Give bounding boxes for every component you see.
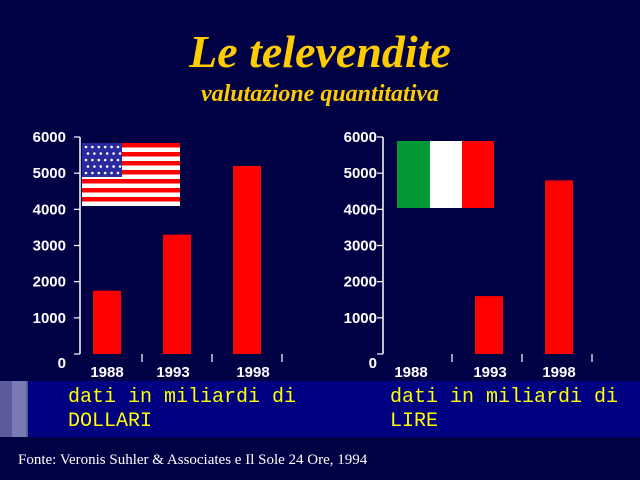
y-tick-label: 2000 [344,274,377,291]
y-tick-label: 2000 [33,274,66,291]
chart-title: Le televendite [189,26,451,77]
y-tick-label: 1000 [344,310,377,327]
x-tick-label-1988: 1988 [90,364,123,381]
bar-1993 [475,296,503,354]
y-tick-label: 3000 [33,238,66,255]
bar-1998 [233,165,261,354]
usa-flag [82,143,180,206]
source-note: Fonte: Veronis Suhler & Associates e Il … [18,452,368,468]
y-tick-label: 4000 [344,201,377,218]
bar-1993 [163,234,191,354]
unit-band [0,381,640,437]
italy-flag [397,141,494,208]
bar-chart-italy: 0 1000 2000 3000 4000 5000 6000 1988 1993 1998 [344,129,593,381]
y-tick-label: 0 [58,355,66,372]
chart-subtitle: valutazione quantitativa [200,81,440,107]
y-tick-label: 5000 [33,165,66,182]
bar-chart-usa: 0 1000 2000 3000 4000 5000 6000 1988 1993 1998 [33,129,283,381]
y-tick-label: 5000 [344,165,377,182]
bar-1998 [545,180,573,354]
unit-label-italy-line1: dati in miliardi di [390,386,619,409]
unit-label-usa-line2: DOLLARI [68,410,153,433]
bar-1988 [93,290,121,354]
y-tick-label: 4000 [33,201,66,218]
y-tick-label: 6000 [33,129,66,146]
unit-label-italy-line2: LIRE [390,410,439,433]
y-tick-label: 6000 [344,129,377,146]
band-tab-highlight [12,381,26,437]
y-tick-label: 0 [369,355,377,372]
x-tick-label-1998: 1998 [542,364,575,381]
x-tick-label-1993: 1993 [473,364,506,381]
x-tick-label-1988: 1988 [394,364,427,381]
x-tick-label-1993: 1993 [156,364,189,381]
unit-label-usa-line1: dati in miliardi di [68,386,297,409]
y-tick-label: 1000 [33,310,66,327]
y-tick-label: 3000 [344,238,377,255]
x-tick-label-1998: 1998 [236,364,269,381]
